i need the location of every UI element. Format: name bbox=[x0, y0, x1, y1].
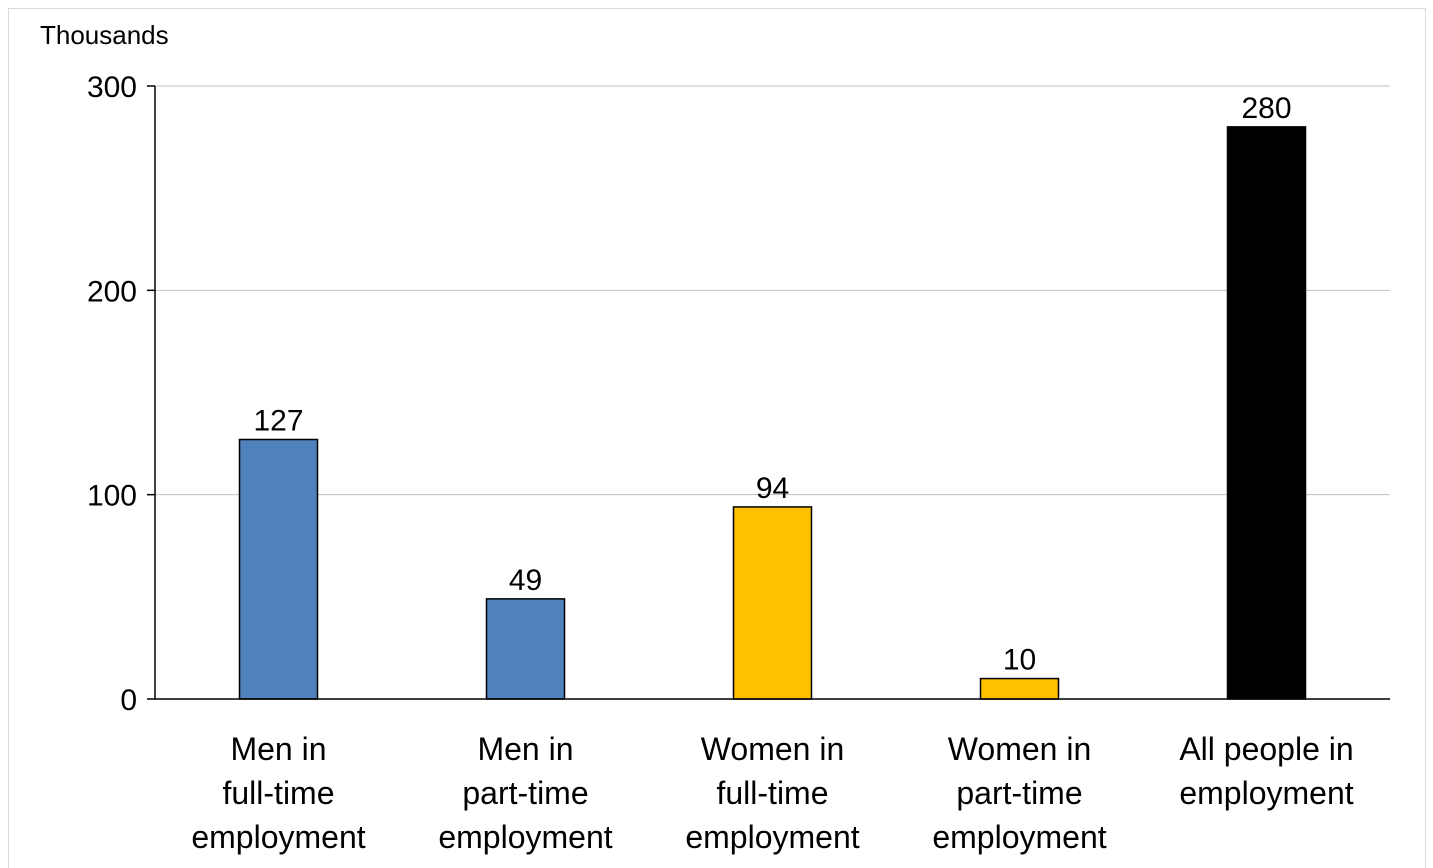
data-label: 49 bbox=[509, 564, 542, 597]
x-category-labels: Men in full-time employment Men in part-time… bbox=[191, 731, 1353, 855]
x-category-label-line: employment bbox=[685, 819, 859, 855]
bar bbox=[485, 598, 566, 700]
x-category-label-line: employment bbox=[932, 819, 1106, 855]
data-label: 280 bbox=[1241, 92, 1291, 125]
y-tick-label: 100 bbox=[87, 480, 137, 513]
axes bbox=[147, 85, 1390, 700]
x-category-label: Men in full-time employment bbox=[191, 731, 365, 855]
x-category-label-line: Men in bbox=[477, 731, 573, 767]
y-tick-label: 200 bbox=[87, 275, 137, 308]
x-category-label-line: Women in bbox=[701, 731, 844, 767]
x-category-label: All people in employment bbox=[1179, 731, 1353, 811]
x-category-label-line: employment bbox=[191, 819, 365, 855]
bar bbox=[1226, 126, 1307, 700]
data-label: 127 bbox=[253, 404, 303, 437]
bars bbox=[238, 126, 1307, 700]
x-category-label: Women in part-time employment bbox=[932, 731, 1106, 855]
data-label: 94 bbox=[756, 472, 789, 505]
bar bbox=[979, 677, 1060, 700]
x-category-label-line: All people in bbox=[1179, 731, 1353, 767]
y-tick-label: 300 bbox=[87, 71, 137, 104]
x-category-label: Men in part-time employment bbox=[438, 731, 612, 855]
data-label: 10 bbox=[1003, 644, 1036, 677]
x-category-label-line: Men in bbox=[230, 731, 326, 767]
x-category-label-line: full-time bbox=[716, 775, 828, 811]
bar bbox=[238, 438, 319, 700]
y-tick-labels: 0 100 200 300 bbox=[87, 71, 137, 717]
x-category-label-line: Women in bbox=[948, 731, 1091, 767]
x-category-label: Women in full-time employment bbox=[685, 731, 859, 855]
y-unit-label: Thousands bbox=[40, 20, 169, 50]
x-category-label-line: part-time bbox=[462, 775, 588, 811]
x-category-label-line: employment bbox=[438, 819, 612, 855]
chart-frame bbox=[8, 8, 1426, 868]
gridlines bbox=[155, 85, 1390, 496]
x-category-label-line: full-time bbox=[222, 775, 334, 811]
x-category-label-line: part-time bbox=[956, 775, 1082, 811]
bar bbox=[732, 506, 813, 700]
y-tick-label: 0 bbox=[120, 684, 137, 717]
x-category-label-line: employment bbox=[1179, 775, 1353, 811]
data-labels: 127 49 94 10 280 bbox=[253, 92, 1291, 677]
